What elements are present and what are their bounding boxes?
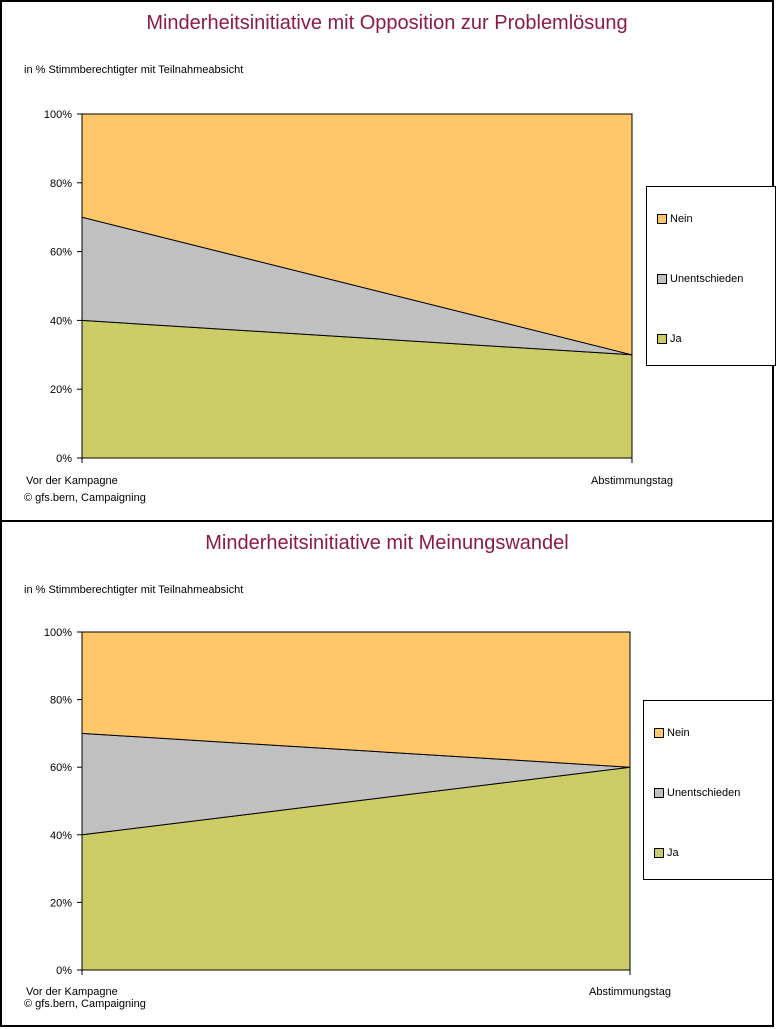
legend-label: Nein	[670, 213, 693, 225]
legend-swatch	[654, 788, 664, 798]
y-tick-label: 40%	[50, 830, 72, 842]
legend-swatch	[654, 728, 664, 738]
legend-label: Unentschieden	[670, 273, 744, 285]
x-tick-label: Vor der Kampagne	[26, 475, 118, 487]
legend-item-ja: Ja	[657, 333, 682, 345]
y-tick-label: 60%	[50, 247, 72, 259]
legend-label: Nein	[667, 727, 690, 739]
legend-label: Unentschieden	[667, 787, 741, 799]
legend-item-nein: Nein	[657, 213, 693, 225]
y-tick-label: 0%	[56, 453, 72, 465]
legend-item-ja: Ja	[654, 847, 679, 859]
y-tick-label: 20%	[50, 897, 72, 909]
x-tick-label: Abstimmungstag	[589, 986, 671, 998]
y-tick-label: 80%	[50, 695, 72, 707]
copyright-credit: © gfs.bern, Campaigning	[24, 492, 146, 504]
chart-subtitle: in % Stimmberechtigter mit Teilnahmeabsi…	[24, 584, 244, 596]
x-tick-label: Abstimmungstag	[591, 475, 673, 487]
y-tick-label: 40%	[50, 315, 72, 327]
chart-panel-2: Minderheitsinitiative mit Meinungswandel…	[0, 520, 774, 1027]
legend-label: Ja	[667, 847, 679, 859]
area-chart-1: 0% 20% 40% 60% 80% 100% Vor der Kampagne Abstim…	[26, 109, 673, 487]
y-tick-label: 100%	[44, 627, 72, 639]
area-chart-2: 0% 20% 40% 60% 80% 100% Vor der Kampagne Abstim…	[26, 627, 671, 998]
chart-title: Minderheitsinitiative mit Meinungswandel	[205, 532, 569, 554]
legend-swatch	[657, 274, 667, 284]
y-tick-label: 80%	[50, 178, 72, 190]
legend-label: Ja	[670, 333, 682, 345]
y-tick-label: 0%	[56, 965, 72, 977]
legend-item-nein: Nein	[654, 727, 690, 739]
legend-item-unentschieden: Unentschieden	[654, 787, 740, 799]
legend-swatch	[657, 214, 667, 224]
y-tick-label: 20%	[50, 384, 72, 396]
chart-subtitle: in % Stimmberechtigter mit Teilnahmeabsi…	[24, 64, 244, 76]
y-tick-label: 60%	[50, 762, 72, 774]
legend-swatch	[657, 334, 667, 344]
legend-item-unentschieden: Unentschieden	[657, 273, 743, 285]
x-tick-label: Vor der Kampagne	[26, 986, 118, 998]
y-tick-label: 100%	[44, 109, 72, 121]
legend-swatch	[654, 848, 664, 858]
copyright-credit: © gfs.bern, Campaigning	[24, 998, 146, 1010]
chart-title: Minderheitsinitiative mit Opposition zur…	[146, 12, 628, 34]
chart-legend: Nein Unentschieden Ja	[646, 186, 776, 366]
chart-panel-1: Minderheitsinitiative mit Opposition zur…	[0, 0, 776, 522]
chart-legend: Nein Unentschieden Ja	[643, 700, 773, 880]
